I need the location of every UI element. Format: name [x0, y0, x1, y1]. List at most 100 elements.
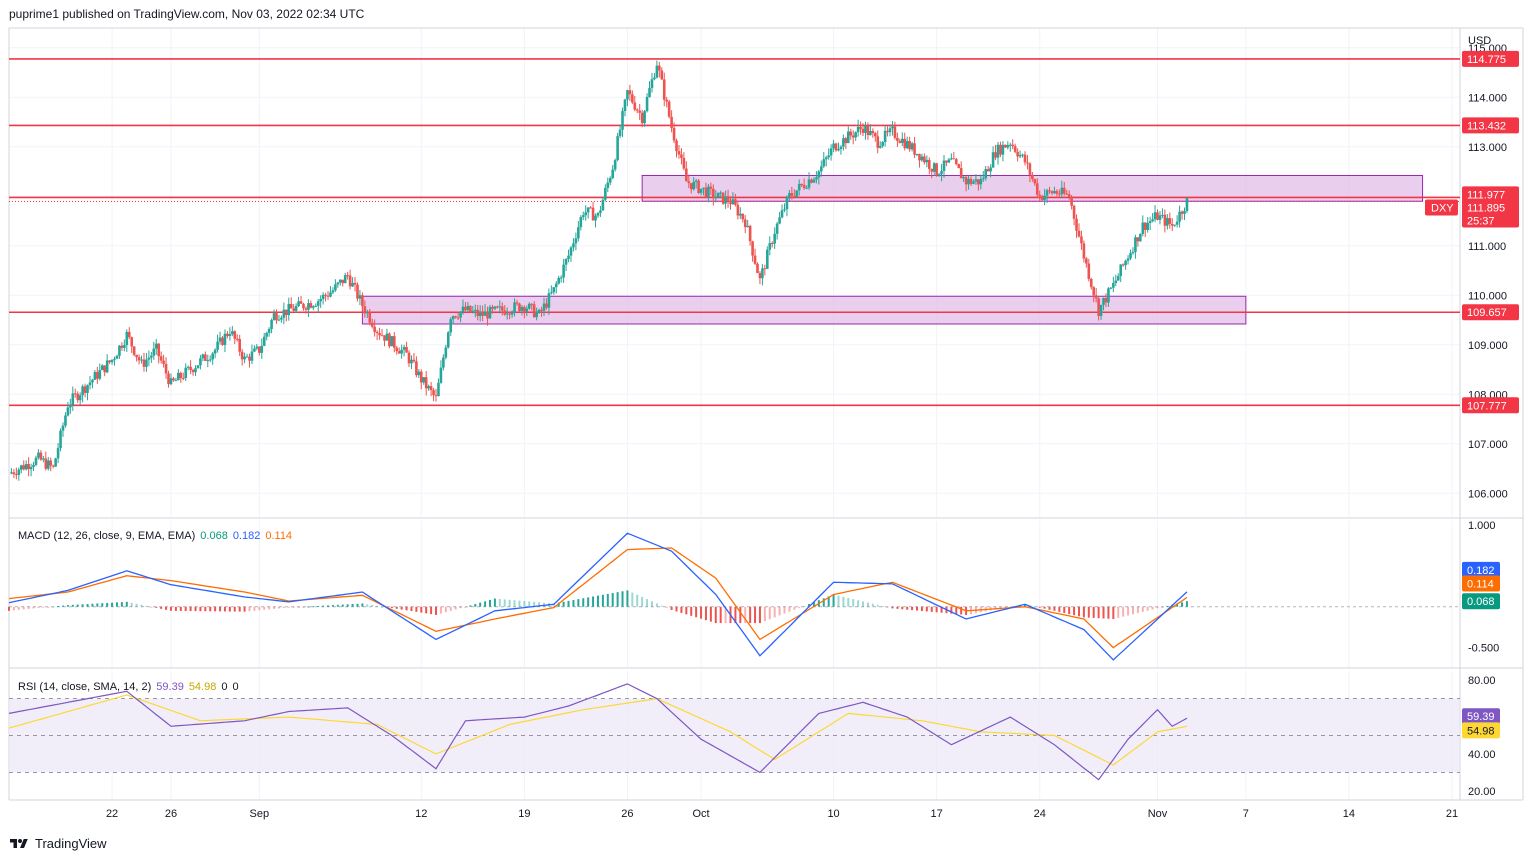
- candle: [331, 287, 335, 295]
- candle-body: [370, 322, 374, 327]
- candle: [336, 281, 340, 288]
- candle-body: [294, 306, 298, 311]
- candle: [1156, 209, 1159, 221]
- macd-histogram-bar: [17, 606, 20, 610]
- candle-body: [616, 136, 619, 161]
- candle-body: [756, 263, 759, 274]
- candle-body: [1031, 174, 1034, 180]
- candle: [12, 469, 16, 478]
- price-axis[interactable]: 106.000107.000108.000109.000110.000111.0…: [1468, 35, 1508, 500]
- macd-histogram-bar: [415, 606, 418, 612]
- candle: [1067, 190, 1071, 200]
- macd-histogram-bar: [258, 606, 261, 611]
- candle-body: [974, 179, 978, 182]
- rsi-tick-label: 80.00: [1468, 675, 1496, 687]
- candle: [793, 189, 796, 199]
- candle-body: [331, 290, 335, 293]
- candle: [449, 317, 453, 336]
- candle-body: [476, 309, 480, 317]
- candle-body: [434, 395, 438, 397]
- candle: [638, 103, 641, 120]
- candle-body: [429, 386, 433, 391]
- candle-body: [253, 348, 256, 352]
- candle-body: [285, 309, 288, 316]
- candle: [1011, 139, 1015, 150]
- candle: [27, 457, 30, 477]
- candle: [797, 179, 801, 196]
- candle: [285, 309, 288, 322]
- price-tick-label: 109.000: [1468, 340, 1508, 352]
- candle: [292, 303, 295, 312]
- candle: [395, 345, 399, 355]
- candle-body: [640, 112, 644, 124]
- candle-body: [211, 353, 214, 360]
- candle: [680, 148, 683, 165]
- time-tick-label: 22: [106, 808, 118, 820]
- candle: [297, 296, 300, 308]
- candle-body: [996, 144, 1000, 158]
- candle-body: [334, 284, 337, 291]
- macd-histogram-bar: [160, 606, 163, 609]
- candle-body: [977, 179, 980, 185]
- candle-body: [969, 178, 973, 184]
- candle-body: [542, 303, 546, 311]
- candle: [748, 224, 752, 246]
- macd-histogram-bar: [405, 606, 408, 611]
- candle: [849, 128, 853, 140]
- candle-body: [964, 177, 968, 185]
- macd-histogram-bar: [587, 597, 590, 607]
- macd-value-tag-bg: [1462, 575, 1500, 592]
- macd-histogram-bar: [469, 605, 472, 607]
- candle-body: [351, 282, 354, 287]
- candle-body: [486, 311, 489, 319]
- candle-body: [510, 312, 514, 315]
- candle-body: [682, 157, 686, 169]
- macd-histogram-bar: [140, 604, 143, 607]
- macd-histogram-bar: [238, 606, 241, 612]
- candle: [589, 206, 592, 209]
- candle-body: [194, 368, 197, 373]
- candle-body: [898, 140, 902, 143]
- candle: [1134, 234, 1137, 259]
- macd-histogram-bar: [268, 606, 271, 610]
- candle-body: [59, 430, 62, 449]
- candle: [400, 344, 403, 359]
- candle: [746, 219, 749, 228]
- candle-body: [91, 379, 94, 383]
- candle-body: [12, 472, 16, 475]
- candle: [29, 463, 33, 477]
- candle: [496, 305, 499, 309]
- rsi-legend[interactable]: RSI (14, close, SMA, 14, 2) 59.39 54.98 0 0: [18, 681, 239, 693]
- candle-body: [280, 317, 283, 320]
- candle: [1031, 171, 1034, 182]
- candle: [437, 378, 440, 397]
- macd-histogram-bar: [371, 605, 374, 607]
- candle-body: [96, 372, 99, 379]
- candle-body: [900, 138, 904, 143]
- candle: [964, 175, 968, 192]
- candle-body: [608, 178, 612, 183]
- macd-histogram-bar: [798, 606, 801, 608]
- candle-body: [775, 223, 779, 234]
- macd-histogram-bar: [37, 606, 40, 608]
- candle: [162, 354, 165, 368]
- candle: [186, 365, 190, 371]
- macd-histogram-bar: [862, 601, 865, 607]
- candle-body: [559, 277, 563, 279]
- candle: [358, 290, 362, 306]
- candle-body: [469, 305, 472, 312]
- candle: [505, 307, 509, 320]
- candle: [1116, 273, 1120, 281]
- candle: [1168, 212, 1172, 229]
- candle: [461, 299, 465, 315]
- candle: [471, 306, 475, 314]
- tradingview-footer[interactable]: TradingView: [9, 836, 107, 851]
- macd-histogram-bar: [631, 592, 634, 607]
- macd-histogram-bar: [444, 606, 447, 613]
- horizontal-levels[interactable]: [9, 58, 1460, 407]
- candle: [719, 190, 722, 199]
- macd-legend[interactable]: MACD (12, 26, close, 9, EMA, EMA) 0.068 0.…: [18, 530, 292, 542]
- time-axis[interactable]: 22 26 Sep 12 19 26 Oct 10 17 24 Nov 7 14 21: [106, 808, 1458, 820]
- candle-body: [861, 128, 865, 133]
